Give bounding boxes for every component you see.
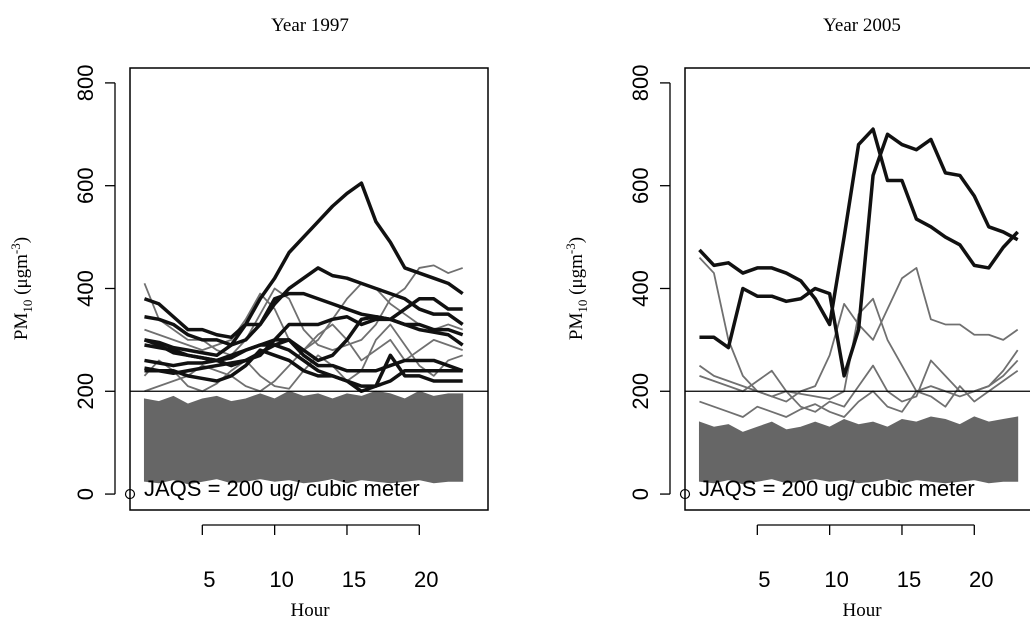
annotation: JAQS = 200 ug/ cubic meter xyxy=(699,476,975,501)
y-axis-label: PM10 (μgm-3) xyxy=(563,237,590,340)
panel: Year 2005 Hour PM10 (μgm-3) 0 200 400 600 800 5 1… xyxy=(563,15,1030,621)
y-tick-label: 200 xyxy=(628,373,653,410)
x-tick-label: 5 xyxy=(203,567,215,592)
series-line xyxy=(143,338,464,373)
y-tick-label: 800 xyxy=(73,65,98,102)
background-band xyxy=(698,416,1019,485)
y-tick-label: 600 xyxy=(628,167,653,204)
series-line xyxy=(698,127,1019,327)
plot-frame xyxy=(129,67,489,511)
x-tick-label: 20 xyxy=(414,567,438,592)
series-line xyxy=(699,132,1019,378)
annotation: JAQS = 200 ug/ cubic meter xyxy=(144,476,420,501)
y-tick-label: 0 xyxy=(73,488,98,500)
series-line xyxy=(144,291,463,347)
x-tick-label: 15 xyxy=(342,567,366,592)
plot-area xyxy=(130,181,488,485)
y-tick-label: 800 xyxy=(628,65,653,102)
plot-area xyxy=(685,127,1030,485)
y-axis-label: PM10 (μgm-3) xyxy=(8,237,35,340)
x-tick-label: 10 xyxy=(269,567,293,592)
plot-frame xyxy=(684,67,1030,511)
series-line xyxy=(143,266,464,340)
x-tick-label: 15 xyxy=(897,567,921,592)
series-line xyxy=(699,369,1019,418)
x-tick-label: 20 xyxy=(969,567,993,592)
series-line xyxy=(144,315,464,376)
y-tick-label: 400 xyxy=(73,270,98,307)
x-axis-label: Hour xyxy=(842,600,882,621)
series-line xyxy=(699,359,1019,413)
chart-title: Year 1997 xyxy=(271,15,349,36)
y-tick-label: 400 xyxy=(628,270,653,307)
y-tick-label: 200 xyxy=(73,373,98,410)
y-tick-label: 0 xyxy=(628,488,653,500)
x-axis-label: Hour xyxy=(290,600,330,621)
panel: Year 1997 Hour PM10 (μgm-3) 0 200 400 600 800 5 1… xyxy=(8,15,489,621)
series-line xyxy=(144,181,464,358)
background-band xyxy=(143,390,464,485)
series-line xyxy=(144,348,463,394)
series-line xyxy=(144,343,463,388)
y-tick-label: 600 xyxy=(73,167,98,204)
x-tick-label: 5 xyxy=(758,567,770,592)
x-tick-label: 10 xyxy=(824,567,848,592)
chart-title: Year 2005 xyxy=(823,15,901,36)
